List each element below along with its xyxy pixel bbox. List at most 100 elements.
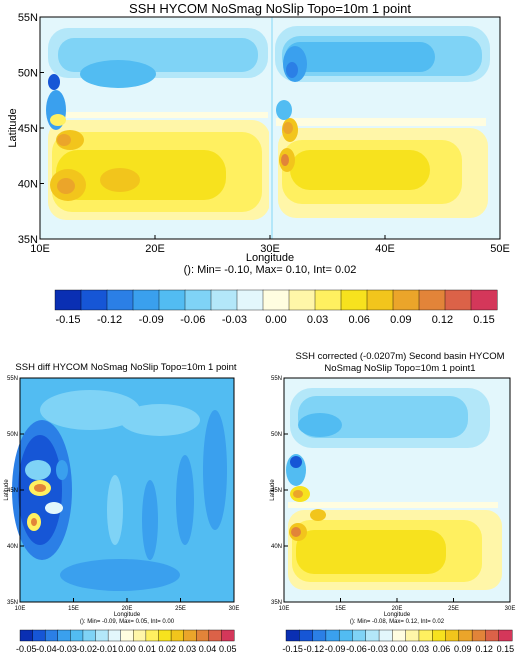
br-colorbar-tick-label: -0.15 <box>282 644 303 654</box>
top-panel: SSH HYCOM NoSmag NoSlip Topo=10m 1 point <box>7 1 510 326</box>
top-colorbar-tick-label: -0.15 <box>55 314 80 326</box>
br-x-tick-label: 25E <box>448 606 459 612</box>
top-colorbar-swatch <box>184 289 212 311</box>
top-colorbar-swatch <box>444 289 472 311</box>
br-colorbar-swatch <box>325 629 340 642</box>
top-colorbar: -0.15 -0.12 -0.09 -0.06 -0.03 0.00 0.03 0.06 0.0… <box>54 289 498 326</box>
br-colorbar-swatch <box>445 629 460 642</box>
br-colorbar-swatch <box>418 629 433 642</box>
top-x-tick-label: 20E <box>145 243 165 255</box>
br-x-tick-label: 30E <box>505 606 516 612</box>
br-colorbar-tick-label: -0.09 <box>325 644 346 654</box>
top-map-field <box>39 16 501 240</box>
br-colorbar-swatch <box>312 629 327 642</box>
bl-colorbar-swatch <box>95 629 109 642</box>
bl-colorbar-tick-label: 0.00 <box>118 644 136 654</box>
br-y-tick-label: 50N <box>271 432 282 438</box>
br-x-tick-label: 20E <box>392 606 403 612</box>
top-colorbar-tick-label: 0.09 <box>390 314 411 326</box>
br-colorbar-swatch <box>471 629 486 642</box>
top-colorbar-tick-label: -0.03 <box>222 314 247 326</box>
top-y-axis-label: Latitude <box>7 108 19 147</box>
top-colorbar-swatch <box>210 289 238 311</box>
bl-y-tick-label: 50N <box>7 432 18 438</box>
br-colorbar-swatch <box>405 629 420 642</box>
top-x-tick-label: 10E <box>30 243 50 255</box>
top-y-tick-label: 55N <box>18 12 38 24</box>
bl-x-tick-label: 10E <box>15 606 26 612</box>
br-colorbar-tick-label: 0.09 <box>454 644 472 654</box>
br-y-ticks: 35N 40N 45N 50N 55N <box>271 376 288 606</box>
br-y-tick-label: 40N <box>271 544 282 550</box>
bl-colorbar-tick-label: 0.02 <box>159 644 177 654</box>
bottom-left-panel: SSH diff HYCOM NoSmag NoSlip Topo=10m 1 … <box>4 362 239 654</box>
bl-colorbar-swatch <box>32 629 46 642</box>
top-chart-title: SSH HYCOM NoSmag NoSlip Topo=10m 1 point <box>129 1 411 16</box>
bl-colorbar-tick-label: 0.01 <box>138 644 156 654</box>
br-colorbar-swatch <box>378 629 393 642</box>
bl-colorbar-swatch <box>145 629 159 642</box>
bl-colorbar-swatch <box>196 629 210 642</box>
top-colorbar-swatch <box>392 289 420 311</box>
bl-colorbar-tick-label: -0.03 <box>56 644 77 654</box>
br-colorbar-tick-label: 0.15 <box>497 644 515 654</box>
br-y-tick-label: 55N <box>271 376 282 382</box>
br-colorbar: -0.15 -0.12 -0.09 -0.06 -0.03 0.00 0.03 0.06 0.0… <box>282 629 515 654</box>
bl-colorbar-swatch <box>107 629 122 642</box>
bl-colorbar-swatch <box>221 629 235 642</box>
top-colorbar-swatch <box>236 289 264 311</box>
bl-y-tick-label: 35N <box>7 600 18 606</box>
bl-colorbar-swatch <box>170 629 185 642</box>
bl-colorbar-tick-label: -0.05 <box>16 644 37 654</box>
top-colorbar-swatch <box>340 289 368 311</box>
br-x-tick-label: 10E <box>279 606 290 612</box>
bl-y-tick-label: 45N <box>7 488 18 494</box>
br-colorbar-swatch <box>392 629 407 642</box>
top-y-tick-label: 35N <box>18 234 38 246</box>
top-colorbar-tick-label: -0.12 <box>97 314 122 326</box>
top-y-ticks: 35N 40N 45N 50N 55N <box>18 12 44 246</box>
br-colorbar-swatch <box>285 629 300 642</box>
bl-x-tick-label: 20E <box>122 606 133 612</box>
br-colorbar-swatch <box>485 629 500 642</box>
bl-colorbar-swatch <box>82 629 97 642</box>
top-y-tick-label: 40N <box>18 178 38 190</box>
top-colorbar-swatch <box>80 289 108 311</box>
top-colorbar-tick-label: 0.06 <box>348 314 369 326</box>
bl-colorbar-tick-label: 0.04 <box>199 644 217 654</box>
br-colorbar-swatch <box>432 629 447 642</box>
top-colorbar-swatch <box>288 289 316 311</box>
bl-y-ticks: 35N 40N 45N 50N 55N <box>7 376 24 606</box>
bl-x-tick-label: 25E <box>175 606 186 612</box>
bl-y-axis-label: Latitude <box>4 479 10 501</box>
bl-stats-text: (): Min= -0.09, Max= 0.05, Int= 0.00 <box>80 619 175 625</box>
bl-chart-title: SSH diff HYCOM NoSmag NoSlip Topo=10m 1 … <box>15 362 237 373</box>
top-x-tick-label: 30E <box>260 243 280 255</box>
top-colorbar-tick-label: 0.03 <box>307 314 328 326</box>
top-x-tick-label: 40E <box>375 243 395 255</box>
bl-colorbar-swatch <box>133 629 147 642</box>
br-colorbar-tick-label: -0.12 <box>304 644 325 654</box>
top-colorbar-swatch <box>366 289 394 311</box>
top-colorbar-swatch <box>470 289 498 311</box>
br-colorbar-tick-label: -0.03 <box>367 644 388 654</box>
br-colorbar-tick-label: 0.00 <box>390 644 408 654</box>
bl-colorbar-swatch <box>120 629 134 642</box>
top-colorbar-swatch <box>314 289 342 311</box>
top-colorbar-tick-label: -0.09 <box>139 314 164 326</box>
top-colorbar-swatch <box>158 289 186 311</box>
bl-colorbar-tick-label: 0.05 <box>219 644 237 654</box>
br-colorbar-swatch <box>352 629 367 642</box>
bl-colorbar-swatch <box>158 629 172 642</box>
bl-colorbar-swatch <box>19 629 34 642</box>
top-colorbar-tick-label: 0.12 <box>432 314 453 326</box>
br-colorbar-swatch <box>338 629 353 642</box>
bl-colorbar-tick-label: -0.01 <box>97 644 118 654</box>
br-stats-text: (): Min= -0.08, Max= 0.12, Int= 0.02 <box>350 619 445 625</box>
br-y-axis-label: Latitude <box>270 479 276 501</box>
top-colorbar-swatch <box>262 289 290 311</box>
top-y-tick-label: 45N <box>18 123 38 135</box>
bl-x-ticks: 10E 15E 20E 25E 30E <box>15 598 239 612</box>
top-x-tick-label: 50E <box>490 243 510 255</box>
